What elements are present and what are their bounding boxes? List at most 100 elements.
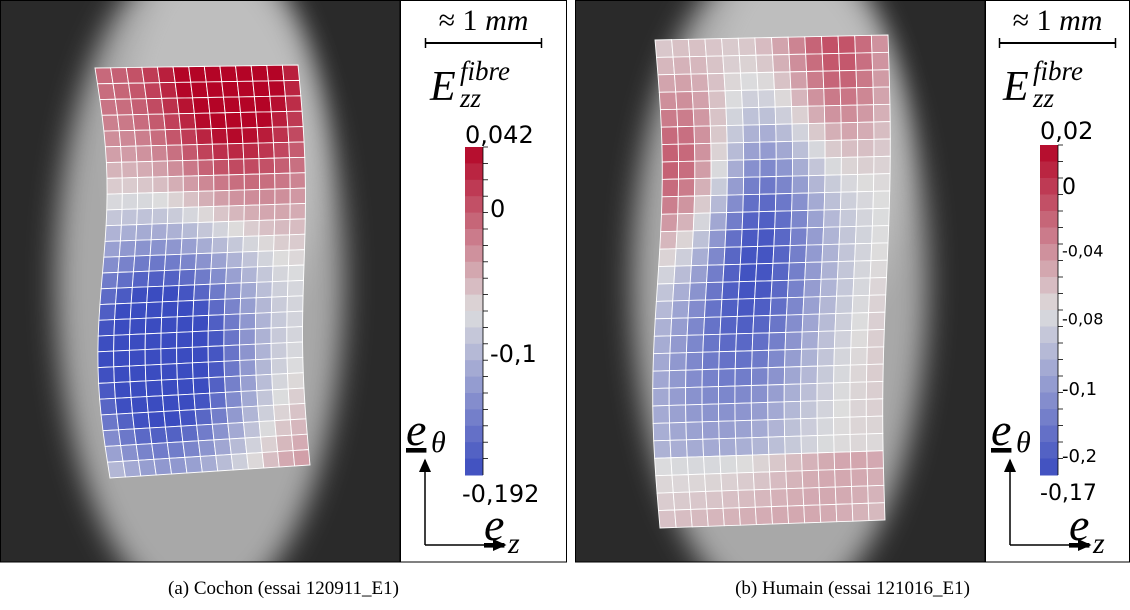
mesh-cell (176, 315, 194, 333)
mesh-cell (227, 142, 245, 160)
axis-symbol: e (484, 499, 504, 550)
mesh-cell (685, 351, 704, 371)
mesh-cell (873, 138, 891, 158)
mesh-cell (742, 124, 761, 144)
mesh-cell (252, 80, 271, 98)
axis-symbol: e (406, 404, 426, 455)
mesh-cell (257, 404, 276, 423)
mesh-cell (152, 191, 169, 209)
mesh-cell (134, 239, 152, 257)
mesh-cell (228, 173, 245, 191)
mesh-cell (788, 53, 808, 73)
mesh-cell (99, 98, 118, 116)
mesh-cell (773, 71, 792, 91)
mesh-cell (849, 433, 868, 453)
mesh-cell (213, 174, 230, 192)
mesh-cell (873, 173, 891, 192)
mesh-cell (291, 433, 310, 452)
mesh-cell (690, 508, 709, 528)
mesh-cell (726, 194, 744, 214)
mesh-cell (821, 243, 840, 263)
mesh-cell (710, 159, 728, 179)
mesh-cell (675, 91, 694, 110)
colorbar-band (465, 163, 483, 181)
mesh-cell (224, 282, 242, 300)
mesh-cell (182, 440, 201, 458)
mesh-cell (816, 417, 835, 436)
mesh-cell (668, 387, 687, 406)
mesh-cell (207, 329, 225, 347)
mesh-cell (223, 313, 241, 331)
mesh-cell (839, 208, 858, 228)
mesh-cell (656, 492, 676, 512)
mesh-cell (833, 451, 852, 471)
mesh-cell (130, 396, 149, 414)
mesh-cell (137, 458, 157, 477)
mesh-cell (718, 385, 736, 405)
mesh-cell (866, 432, 884, 452)
mesh-cell (176, 346, 193, 365)
mesh-cell (753, 488, 772, 508)
mesh-cell (835, 503, 854, 523)
mesh-cell (287, 264, 305, 282)
colorbar-band (1040, 326, 1058, 344)
mesh-cell (114, 302, 132, 321)
mesh-cell (755, 262, 774, 282)
mesh-cell (652, 370, 670, 390)
mesh-cell (160, 363, 178, 381)
mesh-cell (241, 405, 260, 423)
mesh-cell (834, 486, 853, 505)
mesh-cell (722, 55, 741, 74)
mesh-cell (210, 252, 228, 270)
mesh-cell (772, 54, 791, 73)
mesh-cell (807, 174, 826, 194)
mesh-cell (866, 346, 885, 366)
mesh-cell (710, 177, 728, 197)
mesh-cell (669, 334, 688, 354)
mesh-cell (734, 402, 752, 422)
mesh-cell (770, 279, 789, 299)
mesh-cell (289, 156, 306, 174)
mesh-cell (258, 157, 276, 175)
mesh-cell (652, 405, 670, 424)
mesh-cell (742, 193, 761, 213)
mesh-cell (685, 421, 704, 441)
mesh-cell (225, 266, 243, 285)
photo (1, 1, 400, 562)
mesh-cell (723, 72, 742, 92)
mesh-cell (152, 176, 169, 194)
mesh-cell (243, 204, 261, 222)
colorbar-band (465, 147, 483, 164)
mesh-cell (178, 112, 197, 130)
mesh-cell (676, 108, 695, 128)
mesh-cell (857, 156, 875, 175)
mesh-cell (654, 300, 674, 320)
mesh-cell (176, 97, 195, 115)
mesh-cell (803, 504, 822, 524)
mesh-cell (156, 66, 176, 84)
mesh-cell (254, 342, 272, 361)
mesh-cell (854, 34, 873, 54)
mesh-cell (721, 489, 740, 509)
mesh-cell (784, 331, 803, 351)
mesh-cell (838, 52, 857, 72)
mesh-cell (752, 454, 771, 473)
mesh-cell (289, 202, 306, 220)
mesh-cell (239, 359, 257, 377)
mesh-cell (868, 277, 887, 296)
mesh-cell (130, 98, 149, 116)
mesh-cell (143, 82, 163, 100)
mesh-cell (707, 72, 726, 92)
mesh-cell (691, 229, 711, 249)
colorbar-band (465, 245, 483, 263)
mesh-cell (839, 191, 858, 210)
mesh-cell (751, 436, 770, 456)
mesh-cell (197, 205, 215, 223)
mesh-cell (212, 158, 230, 176)
mesh-cell (227, 422, 246, 440)
mesh-cell (239, 297, 257, 315)
colorbar-label: 0,02 (1040, 117, 1093, 145)
mesh-cell (105, 161, 123, 179)
mesh-cell (703, 316, 722, 336)
mesh-cell (286, 356, 304, 374)
